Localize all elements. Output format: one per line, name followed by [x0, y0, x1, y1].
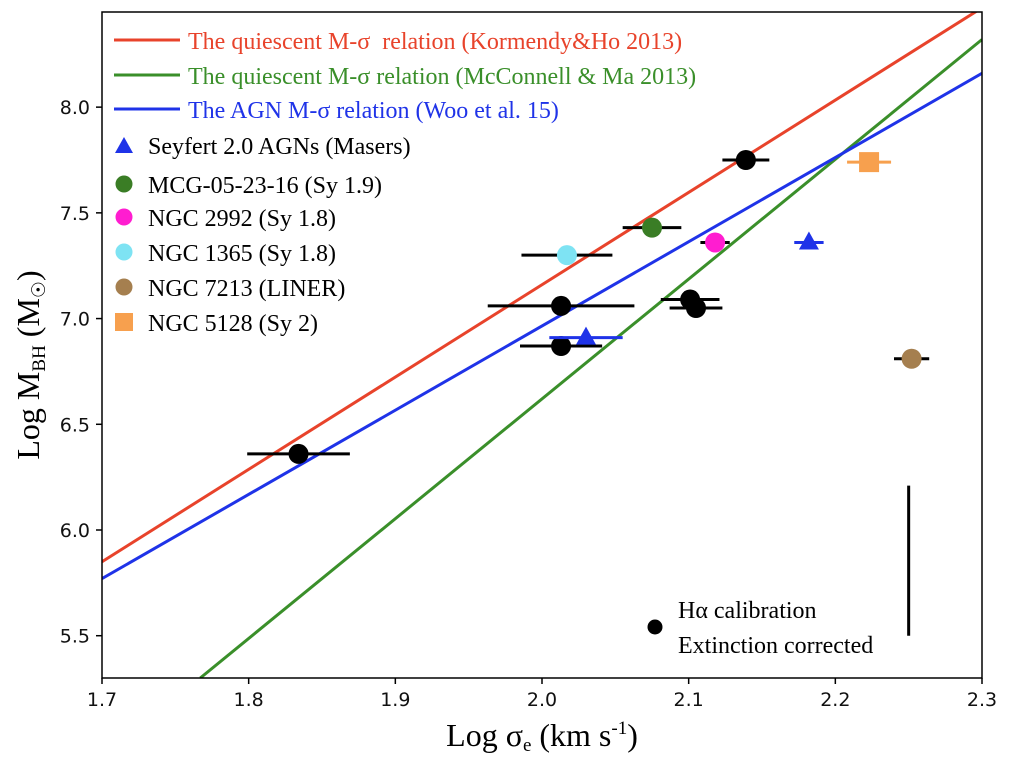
relation-line-0	[102, 12, 979, 563]
x-tick-label-1: 1.8	[234, 689, 264, 711]
y-tick-label-2: 6.5	[60, 414, 90, 436]
x-tick-label-3: 2.0	[527, 689, 557, 711]
y-tick-label-5: 8.0	[60, 97, 90, 119]
point-s1-p1	[798, 231, 819, 250]
y-tick-label-4: 7.5	[60, 203, 90, 225]
axis-ticks: 1.7 1.8 1.9 2.0 2.1 2.2 2.3 5.5 6.0 6.5 7.0 7.5 8.0	[60, 97, 997, 711]
relation-line-2	[102, 72, 982, 580]
legend-label-mcconnell: The quiescent M-σ relation (McConnell & …	[188, 64, 696, 90]
point-s0-p2	[551, 336, 572, 357]
relation-line-1	[199, 38, 982, 678]
legend-label-ngc2992: NGC 2992 (Sy 1.8)	[148, 206, 336, 232]
x-tick-label-4: 2.1	[674, 689, 704, 711]
y-axis-label: Log MBH(M☉)	[10, 270, 50, 459]
legend-label-ngc7213: NGC 7213 (LINER)	[148, 276, 345, 302]
y-tick-label-0: 5.5	[60, 626, 90, 648]
point-s5-p0	[901, 348, 922, 369]
annotation-marker	[647, 619, 663, 635]
x-tick-label-5: 2.2	[820, 689, 850, 711]
x-axis-label: Log σe (km s-1)	[446, 717, 638, 756]
point-s2-p0	[642, 217, 662, 238]
point-s0-p4	[686, 298, 706, 318]
legend-label-mcg: MCG-05-23-16 (Sy 1.9)	[148, 173, 382, 199]
annotation-line2: Extinction corrected	[678, 633, 873, 659]
x-tick-label-6: 2.3	[967, 689, 997, 711]
x-tick-label-2: 1.9	[380, 689, 410, 711]
point-s1-p0	[576, 326, 596, 345]
y-tick-label-1: 6.0	[60, 520, 90, 542]
annotation-line1: Hα calibration	[678, 598, 817, 624]
point-s0-p5	[735, 150, 756, 170]
point-s0-p0	[288, 443, 309, 464]
legend-marker-ngc7213	[115, 278, 133, 296]
legend-marker-seyfert-triangle	[115, 137, 133, 153]
legend-marker-mcg	[115, 175, 133, 193]
legend-label-ngc5128: NGC 5128 (Sy 2)	[148, 311, 318, 337]
legend-marker-ngc5128	[115, 313, 133, 331]
legend-label-kormendy: The quiescent M-σ relation (Kormendy&Ho …	[188, 29, 682, 55]
relation-lines	[102, 12, 982, 678]
legend-marker-ngc1365	[115, 243, 133, 261]
y-tick-label-3: 7.0	[60, 309, 90, 331]
legend-label-seyfert: Seyfert 2.0 AGNs (Masers)	[148, 134, 411, 160]
legend-label-ngc1365: NGC 1365 (Sy 1.8)	[148, 241, 336, 267]
x-tick-label-0: 1.7	[87, 689, 117, 711]
point-s3-p0	[705, 232, 726, 253]
legend: The quiescent M-σ relation (Kormendy&Ho …	[114, 29, 696, 337]
legend-label-woo: The AGN M-σ relation (Woo et al. 15)	[188, 98, 559, 124]
legend-marker-ngc2992	[115, 208, 133, 226]
point-s4-p0	[556, 245, 577, 266]
point-s6-p0	[859, 152, 880, 173]
point-s0-p1	[551, 295, 572, 316]
annotation: Hα calibration Extinction corrected	[647, 598, 873, 659]
data-points	[247, 150, 930, 464]
